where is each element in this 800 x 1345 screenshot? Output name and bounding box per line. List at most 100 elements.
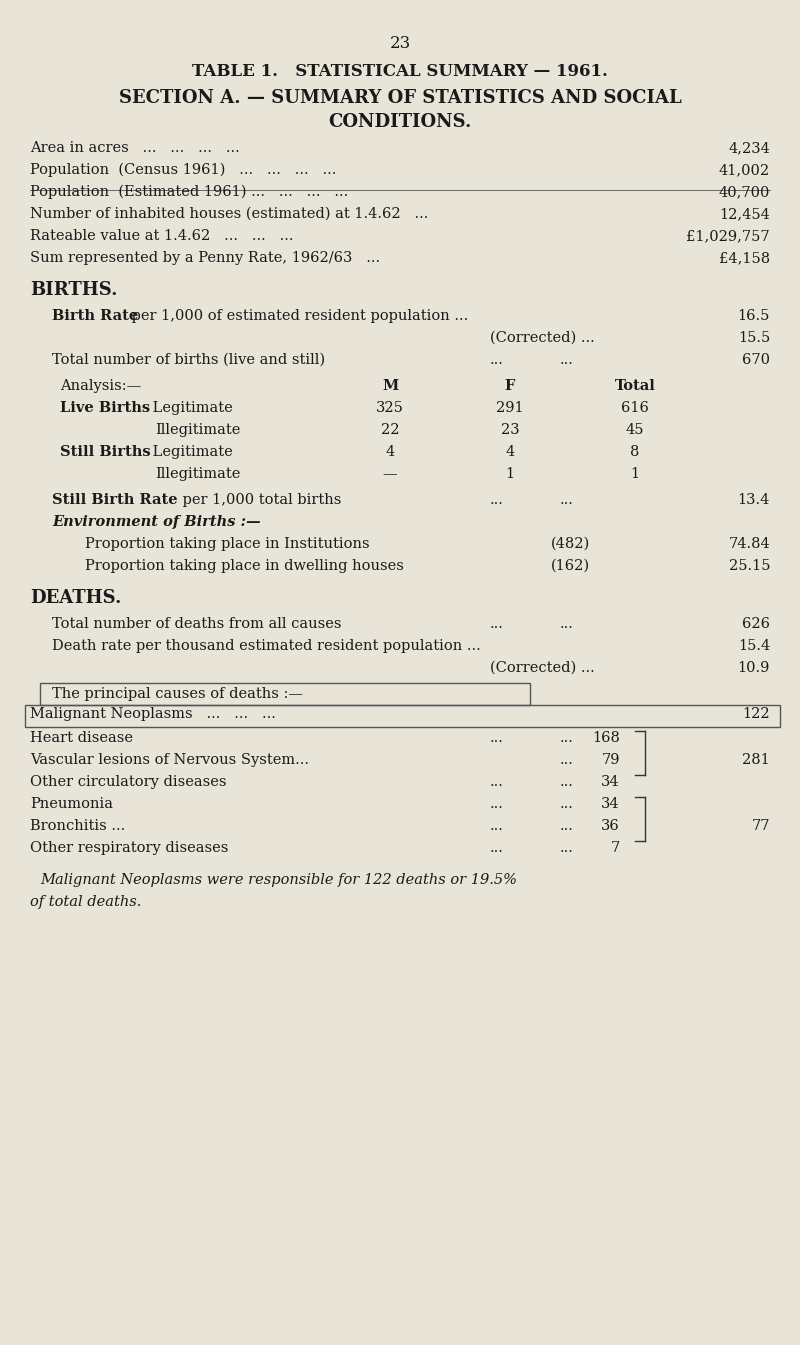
Text: ...: ...	[490, 617, 504, 631]
Text: 1: 1	[630, 467, 639, 482]
Text: 74.84: 74.84	[728, 537, 770, 551]
Text: Proportion taking place in Institutions: Proportion taking place in Institutions	[85, 537, 370, 551]
Text: Still Birth Rate: Still Birth Rate	[52, 494, 178, 507]
Bar	[40, 683, 530, 705]
Text: Analysis:—: Analysis:—	[60, 379, 142, 393]
Text: Proportion taking place in dwelling houses: Proportion taking place in dwelling hous…	[85, 560, 404, 573]
Text: Sum represented by a Penny Rate, 1962/63   ...: Sum represented by a Penny Rate, 1962/63…	[30, 252, 380, 265]
Text: M: M	[382, 379, 398, 393]
Text: 626: 626	[742, 617, 770, 631]
Text: 122: 122	[742, 707, 770, 721]
Text: ...: ...	[560, 617, 574, 631]
Text: Total: Total	[614, 379, 655, 393]
Text: 25.15: 25.15	[729, 560, 770, 573]
Text: 7: 7	[610, 841, 620, 855]
Text: Rateable value at 1.4.62   ...   ...   ...: Rateable value at 1.4.62 ... ... ...	[30, 229, 294, 243]
Text: Birth Rate: Birth Rate	[52, 309, 138, 323]
Text: 22: 22	[381, 422, 399, 437]
Text: Still Births: Still Births	[60, 445, 150, 459]
Text: ...: ...	[560, 352, 574, 367]
Text: Legitimate: Legitimate	[148, 401, 233, 416]
Text: Other circulatory diseases: Other circulatory diseases	[30, 775, 226, 790]
Text: ...: ...	[490, 494, 504, 507]
Text: ...: ...	[560, 798, 574, 811]
Text: 4: 4	[386, 445, 394, 459]
Text: 34: 34	[602, 798, 620, 811]
Text: Environment of Births :—: Environment of Births :—	[52, 515, 261, 529]
Text: 15.5: 15.5	[738, 331, 770, 346]
Text: 4,234: 4,234	[728, 141, 770, 155]
Text: 77: 77	[751, 819, 770, 833]
Text: ...: ...	[560, 494, 574, 507]
Text: 79: 79	[602, 753, 620, 767]
Text: 12,454: 12,454	[719, 207, 770, 221]
Text: ...: ...	[490, 841, 504, 855]
Text: ...: ...	[560, 730, 574, 745]
Text: The principal causes of deaths :—: The principal causes of deaths :—	[52, 687, 303, 701]
Text: Malignant Neoplasms   ...   ...   ...: Malignant Neoplasms ... ... ...	[30, 707, 276, 721]
Text: 168: 168	[592, 730, 620, 745]
Text: Death rate per thousand estimated resident population ...: Death rate per thousand estimated reside…	[52, 639, 481, 654]
Text: Heart disease: Heart disease	[30, 730, 133, 745]
Text: 670: 670	[742, 352, 770, 367]
Text: 36: 36	[602, 819, 620, 833]
Text: ...: ...	[560, 841, 574, 855]
Text: £4,158: £4,158	[719, 252, 770, 265]
Text: 16.5: 16.5	[738, 309, 770, 323]
Text: 23: 23	[390, 35, 410, 52]
Text: F: F	[505, 379, 515, 393]
Text: Vascular lesions of Nervous System...: Vascular lesions of Nervous System...	[30, 753, 309, 767]
Text: —: —	[382, 467, 398, 482]
Text: Number of inhabited houses (estimated) at 1.4.62   ...: Number of inhabited houses (estimated) a…	[30, 207, 428, 221]
Text: Area in acres   ...   ...   ...   ...: Area in acres ... ... ... ...	[30, 141, 240, 155]
Text: 4: 4	[506, 445, 514, 459]
Text: ...: ...	[560, 753, 574, 767]
Text: 1: 1	[506, 467, 514, 482]
Text: ...: ...	[490, 819, 504, 833]
Text: Total number of deaths from all causes: Total number of deaths from all causes	[52, 617, 342, 631]
Text: 10.9: 10.9	[738, 660, 770, 675]
Text: 13.4: 13.4	[738, 494, 770, 507]
Text: 15.4: 15.4	[738, 639, 770, 654]
Text: 40,700: 40,700	[718, 186, 770, 199]
Text: Legitimate: Legitimate	[148, 445, 233, 459]
Text: (482): (482)	[550, 537, 590, 551]
Text: TABLE 1.   STATISTICAL SUMMARY — 1961.: TABLE 1. STATISTICAL SUMMARY — 1961.	[192, 63, 608, 79]
Text: (Corrected) ...: (Corrected) ...	[490, 660, 594, 675]
Text: DEATHS.: DEATHS.	[30, 589, 122, 607]
Text: ...: ...	[490, 730, 504, 745]
Text: ...: ...	[490, 352, 504, 367]
Text: ...: ...	[560, 819, 574, 833]
Text: (162): (162)	[550, 560, 590, 573]
Text: per 1,000 total births: per 1,000 total births	[178, 494, 342, 507]
Text: ...: ...	[490, 775, 504, 790]
Text: Live Births: Live Births	[60, 401, 150, 416]
Text: ...: ...	[490, 798, 504, 811]
Text: 616: 616	[621, 401, 649, 416]
Text: 45: 45	[626, 422, 644, 437]
Text: Population  (Estimated 1961) ...   ...   ...   ...: Population (Estimated 1961) ... ... ... …	[30, 186, 348, 199]
Text: BIRTHS.: BIRTHS.	[30, 281, 118, 299]
Text: 23: 23	[501, 422, 519, 437]
Text: 41,002: 41,002	[719, 163, 770, 178]
Text: Bronchitis ...: Bronchitis ...	[30, 819, 126, 833]
Text: SECTION A. — SUMMARY OF STATISTICS AND SOCIAL: SECTION A. — SUMMARY OF STATISTICS AND S…	[118, 89, 682, 108]
Text: Population  (Census 1961)   ...   ...   ...   ...: Population (Census 1961) ... ... ... ...	[30, 163, 336, 178]
Text: 325: 325	[376, 401, 404, 416]
Text: ...: ...	[560, 775, 574, 790]
Text: of total deaths.: of total deaths.	[30, 894, 142, 909]
Text: CONDITIONS.: CONDITIONS.	[328, 113, 472, 130]
Text: £1,029,757: £1,029,757	[686, 229, 770, 243]
Text: 8: 8	[630, 445, 640, 459]
Text: 291: 291	[496, 401, 524, 416]
Text: Illegitimate: Illegitimate	[155, 467, 240, 482]
Text: 34: 34	[602, 775, 620, 790]
Text: Malignant Neoplasms were responsible for 122 deaths or 19.5%: Malignant Neoplasms were responsible for…	[40, 873, 517, 886]
Text: Other respiratory diseases: Other respiratory diseases	[30, 841, 228, 855]
Bar	[25, 705, 780, 728]
Text: Total number of births (live and still): Total number of births (live and still)	[52, 352, 325, 367]
Text: 281: 281	[742, 753, 770, 767]
Text: Pneumonia: Pneumonia	[30, 798, 113, 811]
Text: Illegitimate: Illegitimate	[155, 422, 240, 437]
Text: per 1,000 of estimated resident population ...: per 1,000 of estimated resident populati…	[127, 309, 468, 323]
